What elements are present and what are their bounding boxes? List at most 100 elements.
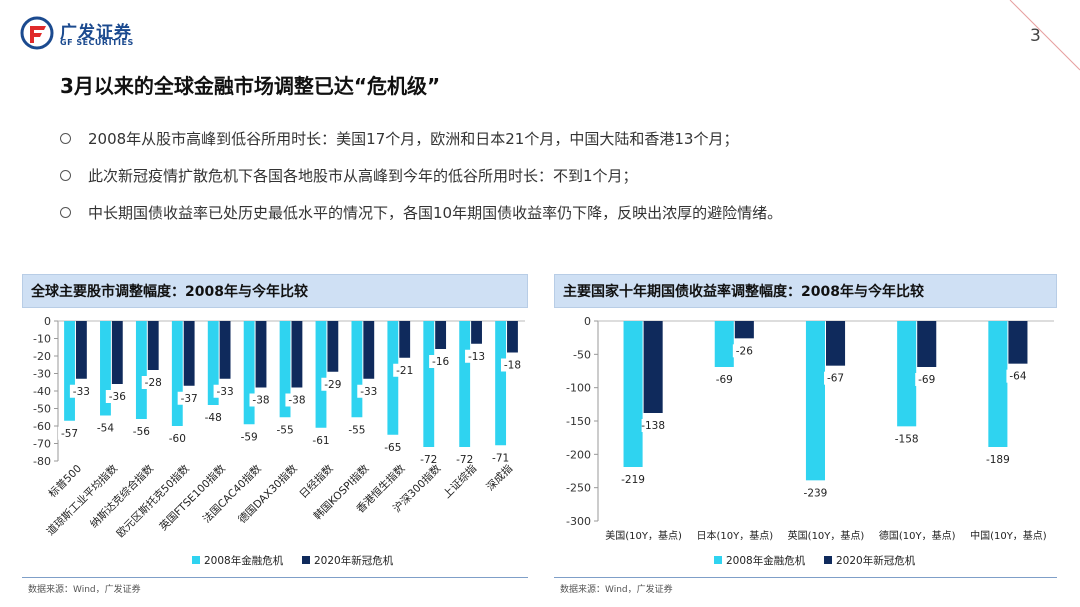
data-label-bg [177,391,202,405]
bullet-text: 此次新冠疫情扩散危机下各国各地股市从高峰到今年的低谷所用时长：不到1个月； [88,167,638,185]
bar-2008 [279,321,291,418]
data-label: -54 [97,423,114,435]
data-label-bg [129,425,154,438]
y-tick-label: -60 [33,420,51,433]
data-label: -189 [986,454,1010,466]
y-tick-label: -80 [33,455,51,468]
logo-text-en: GF SECURITIES [60,38,134,47]
data-label: -21 [396,365,413,377]
bullet-list: 2008年从股市高峰到低谷所用时长：美国17个月，欧洲和日本21个月，中国大陆和… [60,126,782,237]
data-label: -56 [133,426,150,438]
data-label-bg [141,376,166,389]
legend-label: 2020年新冠危机 [314,554,394,567]
data-label-bg [732,344,757,358]
data-label-bg [500,358,525,372]
bar-2008 [714,321,734,367]
x-category-label: 德国(10Y，基点) [879,529,956,542]
y-tick-label: -40 [33,385,51,398]
data-label-bg [273,423,298,437]
legend-swatch [824,556,832,564]
data-label: -59 [241,431,258,443]
data-label-bg [105,390,130,403]
bar-2020 [111,321,123,384]
data-label-bg [393,363,418,377]
x-category-label: 德国DAX30指数 [236,462,300,526]
data-label: -72 [420,454,437,466]
y-tick-label: -20 [33,350,51,363]
page-number: 3 [1030,26,1041,46]
data-label: -138 [641,420,665,432]
data-label: -72 [456,454,473,466]
bar-2020 [291,321,303,388]
data-label: -60 [169,433,186,445]
data-label-bg [429,355,454,368]
y-tick-label: -200 [566,448,591,461]
data-label-bg [1006,369,1031,383]
y-tick-label: -30 [33,368,51,381]
corner-decoration [1009,0,1080,71]
bar-2008 [315,321,327,428]
bar-2008 [423,321,435,447]
x-category-label: 道琼斯工业平均指数 [44,462,120,538]
data-label-bg [165,432,190,445]
data-label-bg [201,411,226,424]
data-label-bg [93,421,118,435]
bullet-item: 此次新冠疫情扩散危机下各国各地股市从高峰到今年的低谷所用时长：不到1个月； [60,163,782,200]
bond-chart-panel: 主要国家十年期国债收益率调整幅度：2008年与今年比较 0 -50 -100 -150… [554,274,1057,574]
data-label: -33 [217,386,234,398]
data-label-bg [712,373,737,386]
data-label: -16 [432,356,449,368]
data-label: -29 [324,379,341,391]
bar-2020 [183,321,195,386]
stock-chart-panel: 全球主要股市调整幅度：2008年与今年比较 0 -10 -20 -30 -40 -50 -6… [22,274,528,574]
data-label-bg [345,423,370,437]
bullet-circle-icon [60,170,71,181]
stock-chart-source: 数据来源：Wind，广发证券 [28,585,141,595]
data-label-bg [213,384,238,398]
data-label-bg [417,453,442,466]
bar-2020 [255,321,267,388]
data-label: -64 [1009,371,1026,383]
stock-chart-title: 全球主要股市调整幅度：2008年与今年比较 [22,274,528,308]
data-label: -48 [205,412,222,424]
data-label: -158 [895,433,919,445]
data-label: -55 [348,424,365,436]
data-label: -239 [804,487,828,499]
bar-2008 [805,321,825,481]
bar-2020 [826,321,846,366]
bar-2008 [243,321,255,425]
bar-2020 [75,321,87,379]
bar-2008 [988,321,1008,447]
bar-2008 [459,321,471,447]
bar-2020 [219,321,231,379]
data-label: -61 [312,435,329,447]
x-category-label: 中国(10Y，基点) [970,529,1047,542]
bullet-item: 2008年从股市高峰到低谷所用时长：美国17个月，欧洲和日本21个月，中国大陆和… [60,126,782,163]
bar-2020 [363,321,375,379]
y-tick-label: -250 [566,482,591,495]
data-label-bg [249,393,274,407]
bar-2008 [897,321,917,427]
data-label: -38 [288,395,305,407]
source-divider [22,577,528,578]
data-label: -37 [181,393,198,405]
stock-chart: 0 -10 -20 -30 -40 -50 -60 -70 -80 -57 -33 标普500 -54 -… [33,315,525,567]
bar-2020 [471,321,482,344]
data-label: -38 [252,395,269,407]
y-tick-label: 0 [584,315,591,328]
bullet-item: 中长期国债收益率已处历史最低水平的情况下，各国10年期国债收益率仍下降，反映出浓… [60,200,782,237]
legend-swatch [302,556,310,564]
data-label-bg [58,426,83,440]
y-tick-label: -150 [566,415,591,428]
bond-chart-source: 数据来源：Wind，广发证券 [560,585,673,595]
data-label: -33 [73,386,90,398]
bar-2008 [495,321,507,446]
y-tick-label: -100 [566,382,591,395]
y-tick-label: 0 [44,315,51,328]
data-label-bg [285,393,310,407]
bullet-text: 2008年从股市高峰到低谷所用时长：美国17个月，欧洲和日本21个月，中国大陆和… [88,130,739,148]
data-label-bg [465,349,490,363]
bar-2020 [917,321,937,367]
x-category-label: 美国(10Y，基点) [605,529,682,542]
data-label: -71 [492,452,509,464]
